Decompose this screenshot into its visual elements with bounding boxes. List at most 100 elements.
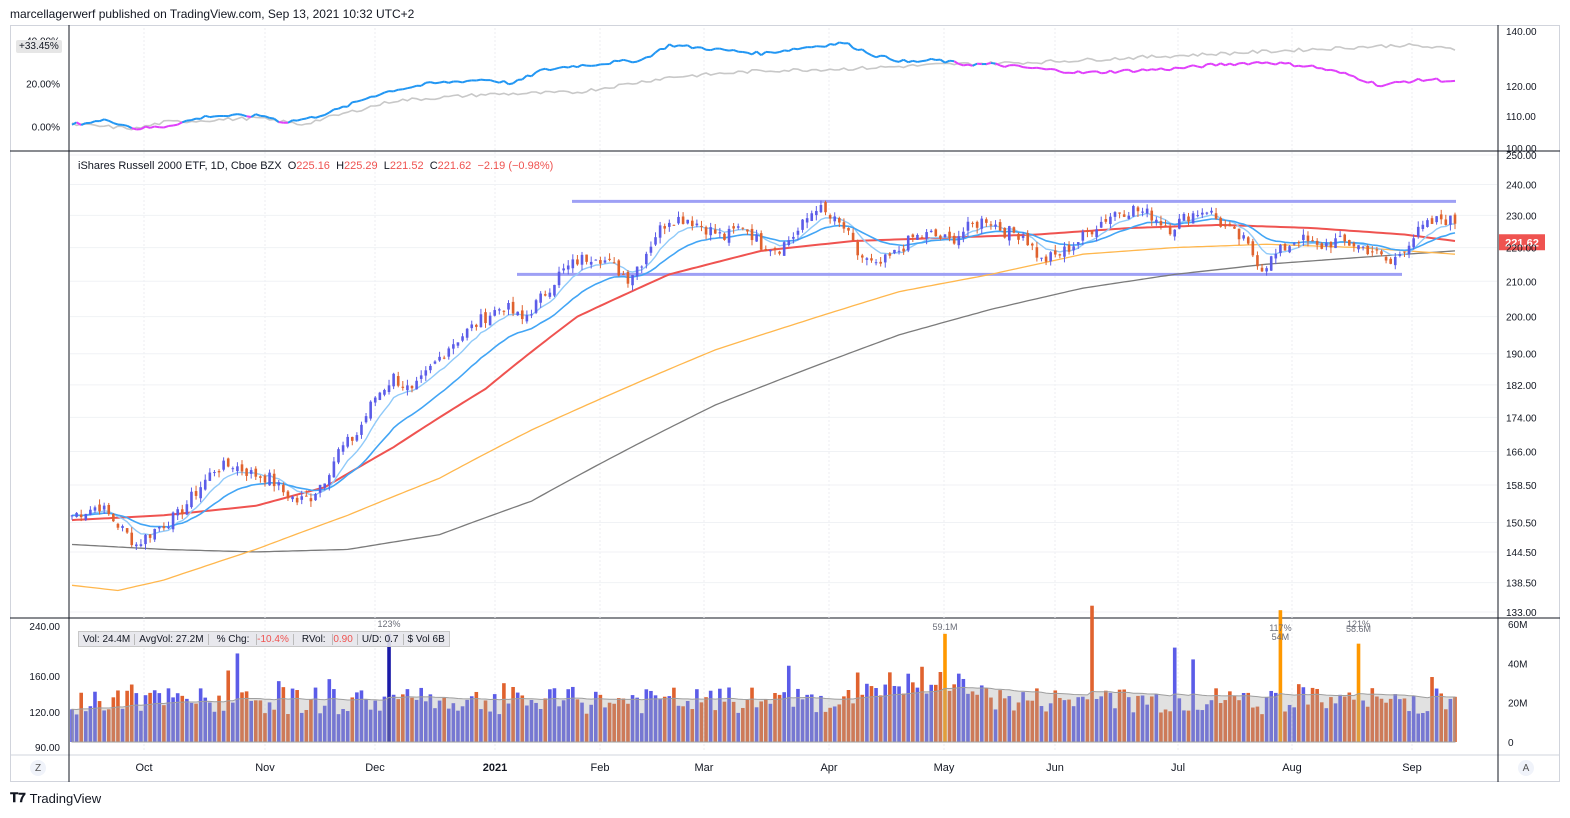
- rs-line-segment: [572, 64, 578, 69]
- symbol-title[interactable]: iShares Russell 2000 ETF, 1D, Cboe BZX: [78, 160, 282, 172]
- rs-line-segment: [1096, 70, 1102, 75]
- rs-line-segment: [1307, 64, 1313, 68]
- rs-line-segment: [802, 46, 808, 49]
- zoom-button-z[interactable]: Z: [30, 760, 46, 776]
- rs-line-segment: [1422, 79, 1428, 82]
- last-price-label: 221.62: [1505, 237, 1539, 249]
- candle-body: [1044, 256, 1048, 262]
- auto-scale-button[interactable]: A: [1518, 760, 1534, 776]
- volume-bar: [1025, 700, 1030, 742]
- volume-bar: [1081, 696, 1085, 742]
- rs-line-segment: [1321, 67, 1327, 72]
- tradingview-footer[interactable]: 𝐓𝟕 TradingView: [10, 790, 101, 806]
- vol-left-tick: 90.00: [35, 743, 60, 754]
- candle-body: [916, 234, 919, 240]
- candle-body: [1288, 246, 1291, 253]
- volume-bar: [1274, 692, 1278, 742]
- volume-bar: [1287, 704, 1292, 742]
- volume-bar: [437, 700, 442, 742]
- tradingview-logo-icon: 𝐓𝟕: [10, 790, 26, 805]
- candle-body: [654, 237, 657, 245]
- price-tick: 182.00: [1506, 381, 1537, 392]
- volume-bar: [139, 710, 143, 742]
- volume-bar: [525, 705, 529, 742]
- volume-bar: [1430, 677, 1434, 742]
- volume-bar: [754, 707, 759, 742]
- candle-body: [70, 515, 74, 517]
- vol-left-tick: 160.00: [29, 672, 60, 683]
- rs-line-segment: [663, 43, 671, 50]
- volume-bar: [414, 699, 419, 742]
- candle-body: [452, 344, 455, 349]
- rs-line-segment: [1257, 61, 1263, 65]
- rs-line-segment: [682, 44, 688, 47]
- volume-bar: [603, 707, 607, 742]
- volume-bar: [1342, 696, 1347, 742]
- candle-body: [658, 225, 662, 238]
- volume-bar: [1085, 699, 1090, 742]
- candle-body: [566, 265, 570, 270]
- volume-bar: [975, 694, 979, 742]
- volume-panel: 123% 59.1M 117%54M 121%58.6M: [70, 605, 1457, 743]
- candle-body: [387, 385, 391, 392]
- candle-body: [1430, 218, 1434, 224]
- rs-line-segment: [751, 50, 758, 56]
- volume-bar: [1177, 698, 1182, 742]
- rs-line-segment: [608, 59, 615, 65]
- rs-line-segment: [581, 63, 587, 67]
- volume-bar: [1145, 704, 1149, 742]
- candle-body: [282, 484, 285, 493]
- volume-bar: [1126, 697, 1131, 742]
- rs-right-tick: 120.00: [1506, 82, 1537, 93]
- candle-body: [1012, 227, 1016, 233]
- rs-line-segment: [839, 41, 845, 45]
- candle-body: [1274, 253, 1278, 259]
- volume-bar: [286, 714, 290, 742]
- candle-body: [934, 229, 938, 237]
- volume-bar: [1154, 694, 1159, 742]
- candle-body: [677, 216, 680, 224]
- candle-body: [640, 266, 644, 268]
- volume-bar: [1269, 690, 1274, 742]
- candle-body: [1219, 218, 1222, 227]
- volume-bar: [405, 689, 410, 742]
- candle-body: [1127, 215, 1131, 219]
- candle-body: [153, 528, 157, 540]
- volume-bar: [364, 699, 368, 742]
- rs-line-segment: [379, 91, 385, 96]
- volume-bar: [534, 702, 538, 742]
- volume-bar: [842, 696, 846, 742]
- volume-bar: [566, 689, 571, 742]
- price-tick: 210.00: [1506, 277, 1537, 288]
- candle-body: [1380, 251, 1383, 255]
- volume-bar: [814, 712, 819, 742]
- volume-bar: [1205, 704, 1209, 742]
- rs-line-segment: [1211, 62, 1217, 67]
- volume-bar: [295, 690, 299, 742]
- price-tick: 144.50: [1506, 548, 1537, 559]
- rs-line-segment: [191, 117, 197, 122]
- candle-body: [116, 523, 120, 528]
- volume-bar: [924, 693, 929, 742]
- volume-annotation: 123%: [378, 619, 401, 629]
- volume-bar: [1002, 698, 1007, 742]
- rs-line-segment: [1059, 70, 1065, 74]
- rs-line-segment: [1133, 70, 1139, 74]
- volume-bar: [74, 714, 79, 742]
- rs-line-segment: [246, 115, 252, 118]
- volume-bar: [832, 706, 837, 742]
- candle-body: [1398, 254, 1402, 256]
- volume-bar: [759, 701, 764, 742]
- rs-line-segment: [1436, 77, 1442, 83]
- candle-body: [1375, 249, 1379, 251]
- rs-line-segment: [1381, 83, 1387, 88]
- candle-body: [1329, 241, 1333, 248]
- rs-line-segment: [894, 59, 900, 63]
- candle-body: [309, 498, 313, 502]
- candle-body: [713, 229, 717, 234]
- candle-body: [856, 241, 859, 256]
- candle-body: [433, 361, 437, 364]
- candle-body: [1412, 238, 1415, 248]
- candle-body: [121, 526, 124, 528]
